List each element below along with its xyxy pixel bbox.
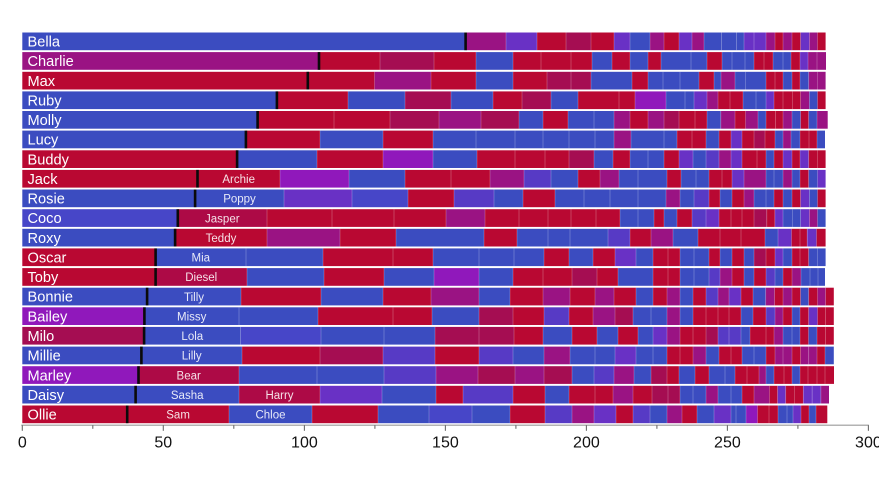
- svg-text:Bear: Bear: [177, 370, 201, 382]
- svg-text:Buddy: Buddy: [28, 152, 70, 168]
- svg-text:Rosie: Rosie: [28, 192, 65, 208]
- svg-text:Millie: Millie: [28, 349, 61, 365]
- svg-text:Missy: Missy: [177, 312, 207, 324]
- svg-text:Chloe: Chloe: [255, 410, 285, 422]
- svg-text:0: 0: [18, 435, 27, 452]
- svg-text:Sam: Sam: [166, 410, 190, 422]
- svg-text:Harry: Harry: [265, 390, 293, 402]
- svg-text:Milo: Milo: [28, 329, 55, 345]
- svg-text:250: 250: [714, 435, 741, 452]
- svg-text:Charlie: Charlie: [28, 54, 74, 70]
- svg-text:Lucy: Lucy: [28, 133, 60, 149]
- svg-text:Sasha: Sasha: [171, 390, 204, 402]
- svg-text:Ollie: Ollie: [28, 408, 57, 424]
- svg-text:Daisy: Daisy: [28, 388, 65, 404]
- svg-text:Mia: Mia: [192, 253, 211, 265]
- svg-text:Tilly: Tilly: [184, 292, 204, 304]
- svg-text:Jasper: Jasper: [205, 213, 240, 225]
- svg-text:200: 200: [573, 435, 600, 452]
- svg-text:Max: Max: [28, 74, 56, 90]
- svg-text:Jack: Jack: [28, 172, 59, 188]
- svg-text:Teddy: Teddy: [206, 233, 237, 245]
- svg-text:Lilly: Lilly: [182, 351, 202, 363]
- svg-text:Poppy: Poppy: [223, 194, 256, 206]
- svg-text:Bella: Bella: [28, 35, 61, 51]
- svg-text:Bailey: Bailey: [28, 309, 68, 325]
- svg-text:50: 50: [154, 435, 172, 452]
- svg-text:Lola: Lola: [181, 331, 203, 343]
- svg-text:150: 150: [432, 435, 459, 452]
- svg-text:300: 300: [855, 435, 879, 452]
- svg-text:Coco: Coco: [28, 211, 62, 227]
- svg-text:Toby: Toby: [28, 270, 60, 286]
- svg-text:Roxy: Roxy: [28, 231, 62, 247]
- svg-text:Archie: Archie: [222, 174, 255, 186]
- svg-text:Oscar: Oscar: [28, 251, 67, 267]
- svg-text:Marley: Marley: [28, 368, 72, 384]
- svg-text:100: 100: [291, 435, 318, 452]
- svg-text:Diesel: Diesel: [185, 272, 217, 284]
- svg-text:Ruby: Ruby: [28, 93, 63, 109]
- svg-text:Bonnie: Bonnie: [28, 290, 73, 306]
- svg-text:Molly: Molly: [28, 113, 63, 129]
